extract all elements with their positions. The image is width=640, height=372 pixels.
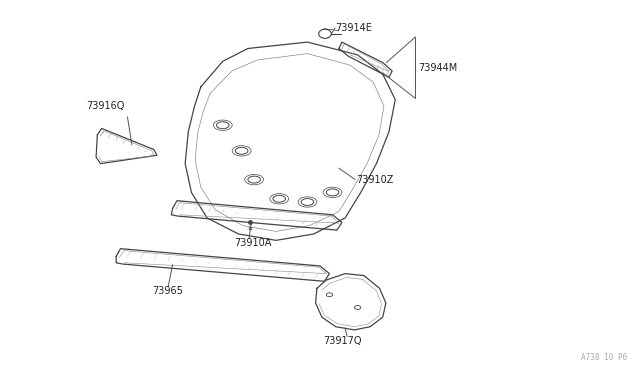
Text: 73910A: 73910A	[234, 238, 271, 248]
Text: 73914E: 73914E	[336, 23, 372, 33]
Text: 73944M: 73944M	[418, 62, 457, 73]
Text: 73917Q: 73917Q	[323, 336, 362, 346]
Text: 73910Z: 73910Z	[356, 174, 394, 185]
Text: A738 10 P6: A738 10 P6	[581, 353, 627, 362]
Text: 73916Q: 73916Q	[86, 101, 125, 111]
Text: 73965: 73965	[152, 286, 183, 296]
